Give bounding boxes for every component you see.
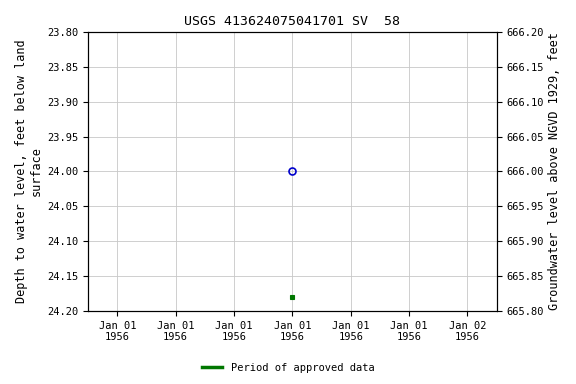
Y-axis label: Depth to water level, feet below land
surface: Depth to water level, feet below land su… <box>15 40 43 303</box>
Title: USGS 413624075041701 SV  58: USGS 413624075041701 SV 58 <box>184 15 400 28</box>
Y-axis label: Groundwater level above NGVD 1929, feet: Groundwater level above NGVD 1929, feet <box>548 32 561 310</box>
Legend: Period of approved data: Period of approved data <box>198 359 378 377</box>
